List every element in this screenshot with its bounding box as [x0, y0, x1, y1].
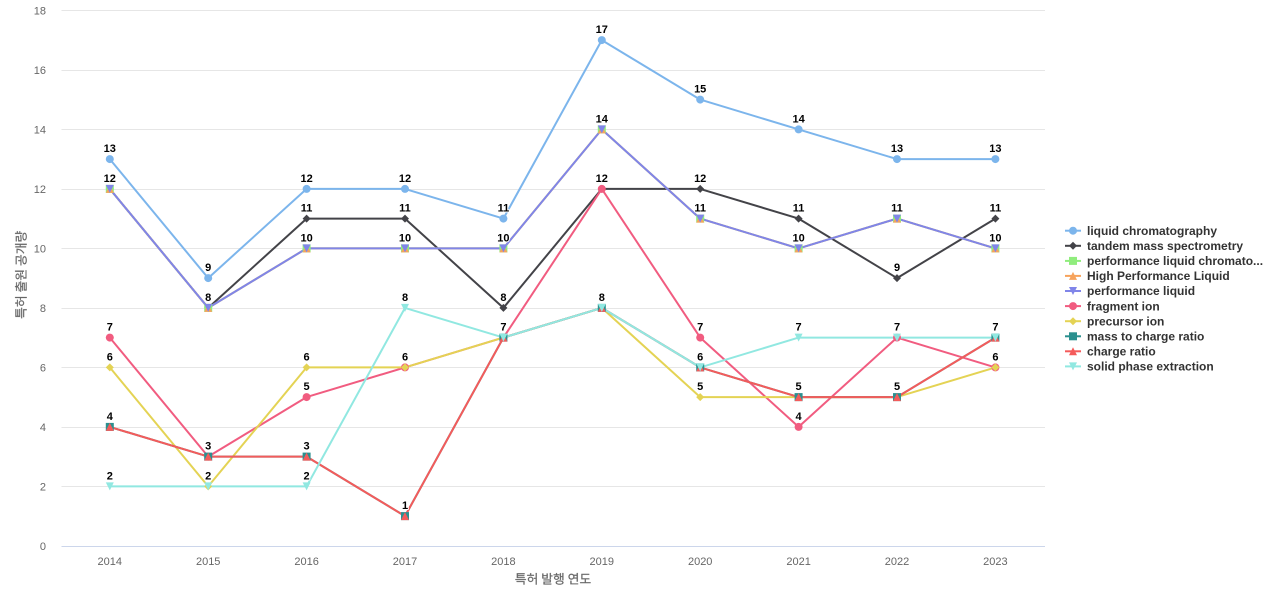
svg-text:7: 7 [992, 322, 998, 334]
svg-text:11: 11 [793, 203, 805, 215]
svg-text:performance liquid chromato...: performance liquid chromato... [1087, 254, 1263, 268]
svg-text:13: 13 [104, 143, 116, 155]
svg-text:2015: 2015 [196, 556, 220, 568]
svg-text:2021: 2021 [786, 556, 810, 568]
svg-text:10: 10 [792, 232, 804, 244]
svg-text:7: 7 [894, 322, 900, 334]
svg-text:fragment ion: fragment ion [1087, 299, 1160, 313]
svg-text:2: 2 [40, 481, 46, 493]
svg-text:liquid chromatography: liquid chromatography [1087, 224, 1217, 238]
svg-text:4: 4 [796, 411, 803, 423]
svg-text:8: 8 [40, 303, 46, 315]
svg-text:solid phase extraction: solid phase extraction [1087, 360, 1214, 374]
svg-text:8: 8 [599, 292, 605, 304]
svg-text:performance liquid: performance liquid [1087, 284, 1195, 298]
svg-text:11: 11 [301, 203, 313, 215]
svg-text:2014: 2014 [98, 556, 122, 568]
svg-text:4: 4 [107, 411, 114, 423]
svg-text:13: 13 [891, 143, 903, 155]
svg-text:2016: 2016 [294, 556, 318, 568]
svg-text:High Performance Liquid: High Performance Liquid [1087, 269, 1230, 283]
svg-text:6: 6 [107, 351, 113, 363]
svg-text:8: 8 [205, 292, 211, 304]
svg-text:12: 12 [694, 173, 706, 185]
svg-text:2020: 2020 [688, 556, 712, 568]
svg-text:10: 10 [989, 232, 1001, 244]
svg-text:5: 5 [304, 381, 310, 393]
svg-text:precursor ion: precursor ion [1087, 314, 1164, 328]
svg-text:11: 11 [694, 203, 706, 215]
svg-text:12: 12 [596, 173, 608, 185]
svg-text:14: 14 [792, 113, 805, 125]
svg-text:7: 7 [796, 322, 802, 334]
svg-text:8: 8 [402, 292, 408, 304]
svg-text:7: 7 [500, 322, 506, 334]
svg-text:2018: 2018 [491, 556, 515, 568]
svg-text:charge ratio: charge ratio [1087, 345, 1156, 359]
svg-text:11: 11 [399, 203, 411, 215]
svg-text:9: 9 [205, 262, 211, 274]
svg-text:2: 2 [304, 470, 310, 482]
svg-text:14: 14 [596, 113, 609, 125]
svg-text:6: 6 [402, 351, 408, 363]
svg-text:2: 2 [107, 470, 113, 482]
svg-text:6: 6 [697, 351, 703, 363]
svg-text:6: 6 [992, 351, 998, 363]
svg-text:16: 16 [34, 65, 46, 77]
svg-text:2023: 2023 [983, 556, 1007, 568]
svg-text:tandem mass spectrometry: tandem mass spectrometry [1087, 239, 1243, 253]
svg-text:2019: 2019 [590, 556, 614, 568]
svg-text:10: 10 [399, 232, 411, 244]
svg-text:17: 17 [596, 24, 608, 36]
svg-text:1: 1 [402, 500, 408, 512]
svg-text:15: 15 [694, 84, 706, 96]
svg-text:7: 7 [697, 322, 703, 334]
svg-text:12: 12 [104, 173, 116, 185]
svg-text:10: 10 [300, 232, 312, 244]
svg-text:8: 8 [500, 292, 506, 304]
svg-text:2: 2 [205, 470, 211, 482]
svg-text:12: 12 [399, 173, 411, 185]
svg-text:0: 0 [40, 541, 46, 553]
svg-text:11: 11 [990, 203, 1002, 215]
svg-text:18: 18 [34, 5, 46, 17]
svg-text:6: 6 [40, 362, 46, 374]
svg-text:10: 10 [497, 232, 509, 244]
svg-text:14: 14 [34, 124, 46, 136]
svg-text:9: 9 [894, 262, 900, 274]
svg-text:5: 5 [697, 381, 703, 393]
svg-text:12: 12 [34, 184, 46, 196]
svg-text:2017: 2017 [393, 556, 417, 568]
svg-text:4: 4 [40, 422, 46, 434]
svg-text:11: 11 [498, 203, 510, 215]
svg-text:10: 10 [34, 243, 46, 255]
svg-text:13: 13 [989, 143, 1001, 155]
svg-text:5: 5 [894, 381, 900, 393]
svg-text:2022: 2022 [885, 556, 909, 568]
svg-text:5: 5 [796, 381, 802, 393]
svg-text:12: 12 [300, 173, 312, 185]
svg-text:3: 3 [205, 441, 211, 453]
svg-text:6: 6 [304, 351, 310, 363]
svg-text:11: 11 [891, 203, 903, 215]
svg-text:7: 7 [107, 322, 113, 334]
svg-text:3: 3 [304, 441, 310, 453]
svg-text:mass to charge ratio: mass to charge ratio [1087, 330, 1204, 344]
